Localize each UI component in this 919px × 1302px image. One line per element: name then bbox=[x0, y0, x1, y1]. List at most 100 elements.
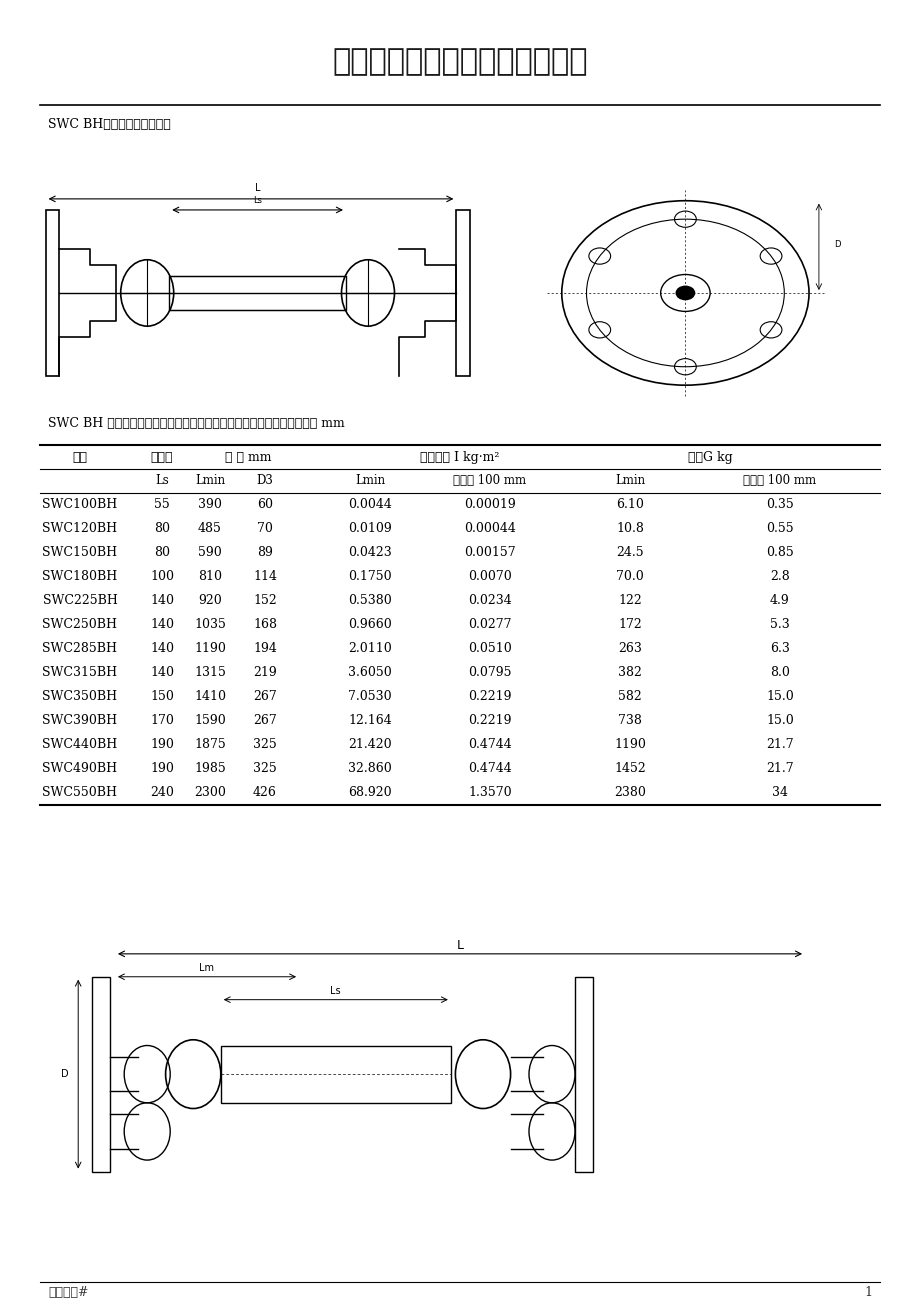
Text: Lm: Lm bbox=[199, 963, 214, 973]
Text: 0.0234: 0.0234 bbox=[468, 594, 511, 607]
Text: 738: 738 bbox=[618, 713, 641, 727]
Text: 3.6050: 3.6050 bbox=[347, 667, 391, 680]
Text: 1.3570: 1.3570 bbox=[468, 786, 511, 799]
Text: SWC100BH: SWC100BH bbox=[42, 497, 118, 510]
Text: 0.0070: 0.0070 bbox=[468, 570, 511, 583]
Text: 严制文书#: 严制文书# bbox=[48, 1286, 88, 1299]
Text: 10.8: 10.8 bbox=[616, 522, 643, 535]
Text: 426: 426 bbox=[253, 786, 277, 799]
Text: 590: 590 bbox=[198, 546, 221, 559]
Text: 267: 267 bbox=[253, 713, 277, 727]
Text: 190: 190 bbox=[150, 738, 174, 751]
Text: 325: 325 bbox=[253, 762, 277, 775]
Text: 8.0: 8.0 bbox=[769, 667, 789, 680]
Text: 140: 140 bbox=[150, 618, 174, 631]
Text: 55: 55 bbox=[154, 497, 170, 510]
Text: Lmin: Lmin bbox=[614, 474, 644, 487]
Text: 型号: 型号 bbox=[73, 450, 87, 464]
Text: 582: 582 bbox=[618, 690, 641, 703]
Text: 15.0: 15.0 bbox=[766, 690, 793, 703]
Text: 每增长 100 mm: 每增长 100 mm bbox=[453, 474, 526, 487]
Text: SWC390BH: SWC390BH bbox=[42, 713, 118, 727]
Text: 140: 140 bbox=[150, 642, 174, 655]
Text: 0.0277: 0.0277 bbox=[468, 618, 511, 631]
Text: SWC225BH: SWC225BH bbox=[42, 594, 118, 607]
Text: 172: 172 bbox=[618, 618, 641, 631]
Text: 12.164: 12.164 bbox=[347, 713, 391, 727]
Text: SWC180BH: SWC180BH bbox=[42, 570, 118, 583]
Text: SWC315BH: SWC315BH bbox=[42, 667, 118, 680]
Text: 114: 114 bbox=[253, 570, 277, 583]
Text: 263: 263 bbox=[618, 642, 641, 655]
Text: 1190: 1190 bbox=[613, 738, 645, 751]
Text: Ls: Ls bbox=[253, 197, 262, 206]
Text: SWC440BH: SWC440BH bbox=[42, 738, 118, 751]
Text: 2300: 2300 bbox=[194, 786, 226, 799]
Text: 本文仅供参考，页眉页脚可删除: 本文仅供参考，页眉页脚可删除 bbox=[332, 47, 587, 77]
Text: 7.0530: 7.0530 bbox=[347, 690, 391, 703]
Bar bbox=[574, 976, 593, 1172]
Text: 0.2219: 0.2219 bbox=[468, 690, 511, 703]
Text: L: L bbox=[255, 182, 260, 193]
Text: Lmin: Lmin bbox=[355, 474, 385, 487]
Text: Lmin: Lmin bbox=[195, 474, 225, 487]
Text: 34: 34 bbox=[771, 786, 788, 799]
Text: 2.0110: 2.0110 bbox=[347, 642, 391, 655]
Text: SWC BH 型（标准伸缩焊接式）十字轴式万向联轴器基本参数与主要尺寸 mm: SWC BH 型（标准伸缩焊接式）十字轴式万向联轴器基本参数与主要尺寸 mm bbox=[48, 417, 345, 430]
Text: 21.7: 21.7 bbox=[766, 762, 793, 775]
Text: 194: 194 bbox=[253, 642, 277, 655]
Text: 80: 80 bbox=[153, 546, 170, 559]
Text: 2.8: 2.8 bbox=[769, 570, 789, 583]
Text: 每增长 100 mm: 每增长 100 mm bbox=[743, 474, 816, 487]
Text: L: L bbox=[456, 939, 463, 952]
Text: 240: 240 bbox=[150, 786, 174, 799]
Text: 1410: 1410 bbox=[194, 690, 226, 703]
Text: 485: 485 bbox=[198, 522, 221, 535]
Text: 1590: 1590 bbox=[194, 713, 226, 727]
Text: 0.4744: 0.4744 bbox=[468, 738, 511, 751]
Text: 24.5: 24.5 bbox=[616, 546, 643, 559]
Text: 390: 390 bbox=[198, 497, 221, 510]
Text: 0.5380: 0.5380 bbox=[347, 594, 391, 607]
Text: SWC120BH: SWC120BH bbox=[42, 522, 118, 535]
Text: SWC285BH: SWC285BH bbox=[42, 642, 118, 655]
Text: SWC350BH: SWC350BH bbox=[42, 690, 118, 703]
Text: 920: 920 bbox=[198, 594, 221, 607]
Text: 15.0: 15.0 bbox=[766, 713, 793, 727]
Text: 80: 80 bbox=[153, 522, 170, 535]
Text: Ls: Ls bbox=[330, 986, 341, 996]
Text: 1315: 1315 bbox=[194, 667, 226, 680]
Text: 1: 1 bbox=[863, 1286, 871, 1299]
Text: 质量G kg: 质量G kg bbox=[686, 450, 732, 464]
Text: 伸缩量: 伸缩量 bbox=[151, 450, 173, 464]
Text: 21.420: 21.420 bbox=[347, 738, 391, 751]
Text: 32.860: 32.860 bbox=[347, 762, 391, 775]
Text: 89: 89 bbox=[256, 546, 273, 559]
Text: 0.00044: 0.00044 bbox=[463, 522, 516, 535]
Text: 尺 寸 mm: 尺 寸 mm bbox=[224, 450, 271, 464]
Text: 0.85: 0.85 bbox=[766, 546, 793, 559]
Text: 0.35: 0.35 bbox=[766, 497, 793, 510]
Text: 382: 382 bbox=[618, 667, 641, 680]
Text: 170: 170 bbox=[150, 713, 174, 727]
Text: 325: 325 bbox=[253, 738, 277, 751]
Text: SWC490BH: SWC490BH bbox=[42, 762, 118, 775]
Text: 5.3: 5.3 bbox=[769, 618, 789, 631]
Bar bbox=[169, 276, 346, 310]
Text: 190: 190 bbox=[150, 762, 174, 775]
Text: 0.0044: 0.0044 bbox=[347, 497, 391, 510]
Text: 140: 140 bbox=[150, 594, 174, 607]
Text: 1190: 1190 bbox=[194, 642, 226, 655]
Text: 60: 60 bbox=[256, 497, 273, 510]
Text: 1035: 1035 bbox=[194, 618, 226, 631]
Text: 1452: 1452 bbox=[614, 762, 645, 775]
Text: 0.0423: 0.0423 bbox=[347, 546, 391, 559]
Text: 0.0510: 0.0510 bbox=[468, 642, 511, 655]
Text: 219: 219 bbox=[253, 667, 277, 680]
Text: 21.7: 21.7 bbox=[766, 738, 793, 751]
Text: 0.55: 0.55 bbox=[766, 522, 793, 535]
Text: SWC250BH: SWC250BH bbox=[42, 618, 118, 631]
Text: 810: 810 bbox=[198, 570, 221, 583]
Text: 68.920: 68.920 bbox=[347, 786, 391, 799]
Text: 0.2219: 0.2219 bbox=[468, 713, 511, 727]
